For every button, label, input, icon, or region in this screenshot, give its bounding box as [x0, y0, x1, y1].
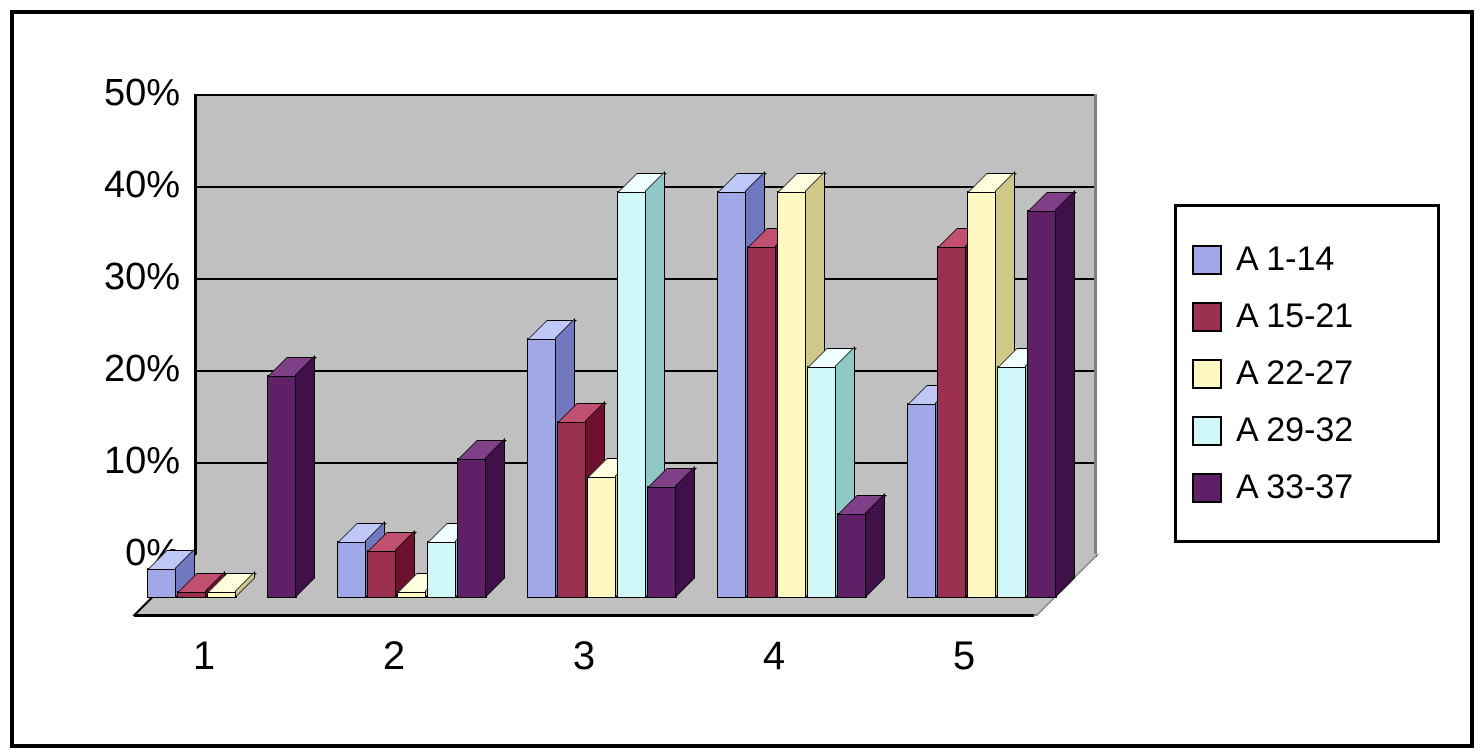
chart-floor-front-edge: [134, 614, 1034, 617]
legend-swatch: [1192, 416, 1222, 446]
bar: [367, 550, 397, 598]
legend-item: A 22-27: [1192, 354, 1422, 393]
legend-swatch: [1192, 302, 1222, 332]
bar: [267, 375, 297, 598]
legend-label: A 29-32: [1236, 411, 1353, 450]
bar: [527, 338, 557, 598]
legend-item: A 15-21: [1192, 297, 1422, 336]
y-tick-label: 30%: [80, 256, 180, 299]
bar-side: [675, 466, 695, 598]
legend-swatch: [1192, 245, 1222, 275]
x-tick-label: 2: [374, 634, 414, 679]
bar: [997, 366, 1027, 598]
bar: [747, 246, 777, 598]
legend-label: A 22-27: [1236, 354, 1353, 393]
y-tick-label: 10%: [80, 440, 180, 483]
bar-side: [485, 438, 505, 598]
bar: [837, 513, 867, 598]
y-tick-label: 20%: [80, 348, 180, 391]
bar: [967, 191, 997, 598]
legend-item: A 33-37: [1192, 468, 1422, 507]
bar: [147, 568, 177, 598]
y-tick-label: 40%: [80, 164, 180, 207]
legend-item: A 29-32: [1192, 411, 1422, 450]
legend-label: A 1-14: [1236, 240, 1334, 279]
bar: [717, 191, 747, 598]
x-tick-label: 3: [564, 634, 604, 679]
bar: [907, 403, 937, 598]
bar: [617, 191, 647, 598]
x-tick-label: 1: [184, 634, 224, 679]
bar: [427, 541, 457, 598]
bar: [337, 541, 367, 598]
gridline: [197, 94, 1097, 96]
bar: [457, 458, 487, 598]
bar-side: [295, 355, 315, 598]
bar: [587, 476, 617, 598]
x-tick-label: 4: [754, 634, 794, 679]
bar: [777, 191, 807, 598]
x-tick-label: 5: [944, 634, 984, 679]
legend-swatch: [1192, 473, 1222, 503]
chart-backwall-right: [1094, 94, 1097, 554]
y-tick-label: 50%: [80, 72, 180, 115]
bar-side: [1055, 190, 1075, 598]
bar: [1027, 210, 1057, 598]
bar: [937, 246, 967, 598]
legend: A 1-14 A 15-21 A 22-27 A 29-32 A 33-37: [1174, 204, 1440, 543]
chart-frame: 0%10%20%30%40%50% 12345 A 1-14A 15-21A 2…: [10, 10, 1474, 748]
legend-item: A 1-14: [1192, 240, 1422, 279]
bar: [807, 366, 837, 598]
legend-label: A 15-21: [1236, 297, 1353, 336]
bar: [557, 421, 587, 598]
legend-swatch: [1192, 359, 1222, 389]
bar: [647, 486, 677, 598]
legend-label: A 33-37: [1236, 468, 1353, 507]
